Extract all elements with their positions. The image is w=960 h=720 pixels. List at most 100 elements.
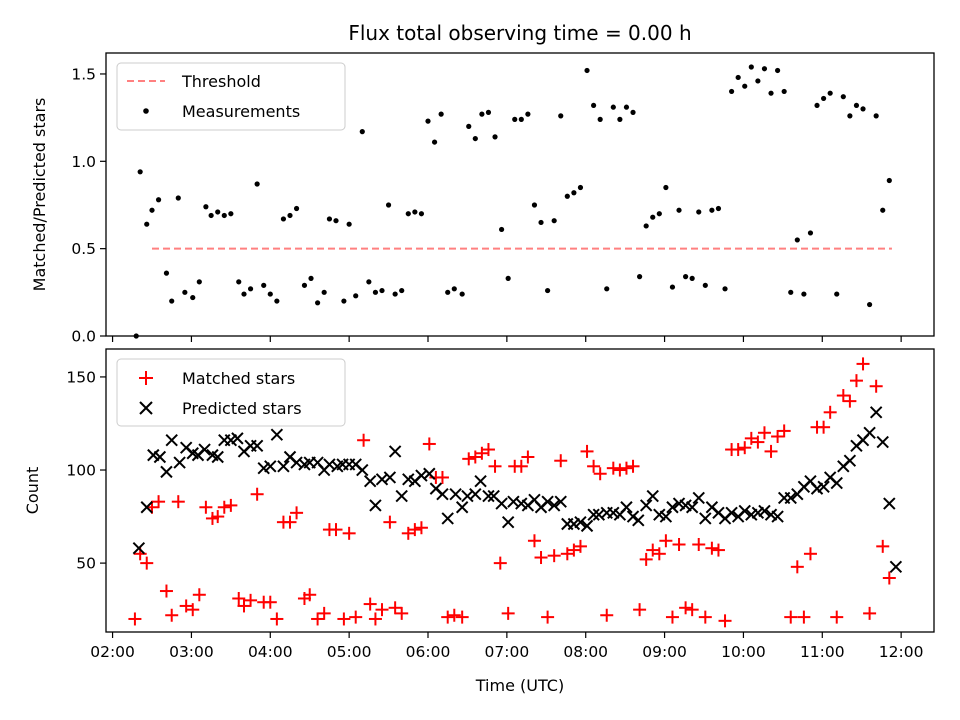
data-point bbox=[784, 610, 798, 624]
top-y-ticks: 0.0 0.5 1.0 1.5 bbox=[71, 65, 106, 346]
data-point bbox=[175, 195, 181, 201]
data-point bbox=[637, 274, 643, 280]
data-point bbox=[834, 291, 840, 297]
data-point bbox=[699, 512, 712, 525]
data-point bbox=[280, 216, 287, 222]
data-point bbox=[461, 489, 474, 503]
data-point bbox=[356, 463, 369, 477]
bottom-x-tick-label: 04:00 bbox=[248, 643, 293, 661]
data-point bbox=[626, 510, 640, 523]
data-point bbox=[573, 539, 587, 553]
data-point bbox=[843, 394, 857, 408]
data-point bbox=[541, 495, 554, 508]
data-point bbox=[781, 88, 787, 95]
data-point bbox=[198, 443, 211, 456]
data-point bbox=[748, 64, 754, 70]
top-axes-frame bbox=[105, 52, 935, 337]
data-point bbox=[401, 526, 415, 540]
data-point bbox=[462, 452, 476, 466]
data-point bbox=[531, 202, 538, 208]
data-point bbox=[264, 460, 277, 473]
data-point bbox=[610, 104, 616, 110]
data-point bbox=[236, 279, 242, 285]
data-point bbox=[771, 430, 785, 444]
data-point bbox=[475, 446, 489, 460]
data-point bbox=[702, 282, 708, 288]
data-point bbox=[591, 102, 597, 109]
data-point bbox=[303, 588, 317, 602]
data-point bbox=[436, 488, 449, 501]
data-point bbox=[843, 454, 857, 467]
data-point bbox=[359, 129, 365, 135]
data-point bbox=[639, 552, 653, 566]
data-point bbox=[375, 473, 389, 486]
data-point bbox=[882, 571, 896, 585]
data-point bbox=[623, 104, 630, 110]
data-point bbox=[308, 275, 314, 281]
data-point bbox=[886, 177, 892, 184]
data-point bbox=[363, 474, 377, 488]
top-x-ticks bbox=[111, 336, 902, 342]
data-point bbox=[722, 286, 728, 292]
data-point bbox=[375, 603, 389, 617]
data-point bbox=[518, 116, 524, 122]
data-point bbox=[346, 221, 352, 227]
data-point bbox=[482, 489, 495, 503]
top-panel: Flux total observing time = 0.00 h 0.00.… bbox=[30, 21, 935, 346]
data-point bbox=[353, 293, 359, 299]
data-point bbox=[190, 294, 196, 301]
data-point bbox=[422, 437, 436, 451]
data-point bbox=[755, 78, 761, 84]
data-point bbox=[179, 599, 193, 613]
data-point bbox=[847, 113, 853, 119]
data-point bbox=[860, 106, 866, 112]
data-point bbox=[263, 595, 277, 609]
bottom-legend-box bbox=[116, 358, 346, 427]
data-point bbox=[165, 434, 178, 447]
data-point bbox=[761, 66, 768, 72]
data-point bbox=[646, 489, 659, 503]
data-point bbox=[876, 539, 890, 553]
data-point bbox=[317, 606, 331, 620]
data-point bbox=[659, 510, 673, 523]
data-point bbox=[438, 111, 444, 117]
data-point bbox=[492, 134, 498, 140]
data-point bbox=[283, 515, 297, 529]
legend-measurements-marker bbox=[143, 108, 149, 114]
data-point bbox=[738, 441, 752, 455]
data-point bbox=[173, 456, 186, 469]
data-point bbox=[140, 501, 153, 514]
legend-measurements-label: Measurements bbox=[182, 102, 300, 121]
bottom-x-tick-label: 09:00 bbox=[642, 643, 687, 661]
data-point bbox=[311, 612, 325, 626]
top-plot-area bbox=[133, 64, 892, 339]
data-point bbox=[817, 480, 830, 493]
data-point bbox=[656, 211, 662, 217]
data-point bbox=[270, 428, 284, 441]
data-point bbox=[182, 289, 188, 295]
data-point bbox=[514, 459, 528, 473]
data-point bbox=[211, 450, 224, 464]
data-point bbox=[784, 491, 797, 505]
data-point bbox=[709, 207, 715, 213]
data-point bbox=[652, 547, 666, 561]
data-point bbox=[221, 212, 227, 219]
legend-predicted-marker bbox=[139, 401, 153, 415]
data-point bbox=[869, 406, 883, 419]
data-point bbox=[771, 510, 784, 523]
data-point bbox=[414, 521, 428, 535]
data-point bbox=[597, 116, 603, 122]
data-point bbox=[165, 608, 179, 622]
data-point bbox=[277, 460, 290, 473]
data-point bbox=[415, 469, 428, 482]
data-point bbox=[505, 275, 511, 281]
data-point bbox=[867, 301, 873, 308]
data-point bbox=[646, 543, 660, 557]
data-point bbox=[663, 184, 669, 191]
data-point bbox=[574, 515, 587, 529]
data-point bbox=[840, 94, 846, 100]
data-point bbox=[395, 606, 409, 620]
data-point bbox=[604, 286, 610, 292]
data-point bbox=[801, 291, 807, 297]
